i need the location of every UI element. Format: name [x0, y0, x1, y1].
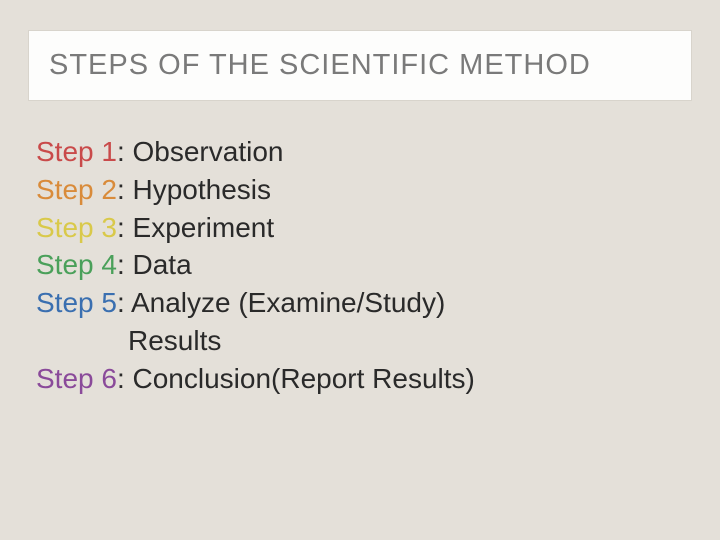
step-desc: : Conclusion(Report Results): [117, 363, 475, 394]
steps-list: Step 1: Observation Step 2: Hypothesis S…: [28, 133, 692, 398]
step-label: Step 2: [36, 174, 117, 205]
step-desc: : Data: [117, 249, 192, 280]
step-label: Step 6: [36, 363, 117, 394]
slide-title: STEPS OF THE SCIENTIFIC METHOD: [49, 49, 671, 82]
step-desc: : Observation: [117, 136, 284, 167]
step-label: Step 3: [36, 212, 117, 243]
list-item: Step 6: Conclusion(Report Results): [36, 360, 692, 398]
slide-container: STEPS OF THE SCIENTIFIC METHOD Step 1: O…: [0, 0, 720, 540]
step-continuation: Results: [36, 322, 692, 360]
step-desc: : Analyze (Examine/Study): [117, 287, 445, 318]
list-item: Step 5: Analyze (Examine/Study): [36, 284, 692, 322]
list-item: Step 1: Observation: [36, 133, 692, 171]
title-box: STEPS OF THE SCIENTIFIC METHOD: [28, 30, 692, 101]
list-item: Step 4: Data: [36, 246, 692, 284]
step-label: Step 5: [36, 287, 117, 318]
step-desc: : Hypothesis: [117, 174, 271, 205]
step-desc: : Experiment: [117, 212, 274, 243]
step-label: Step 4: [36, 249, 117, 280]
list-item: Step 2: Hypothesis: [36, 171, 692, 209]
list-item: Step 3: Experiment: [36, 209, 692, 247]
step-label: Step 1: [36, 136, 117, 167]
